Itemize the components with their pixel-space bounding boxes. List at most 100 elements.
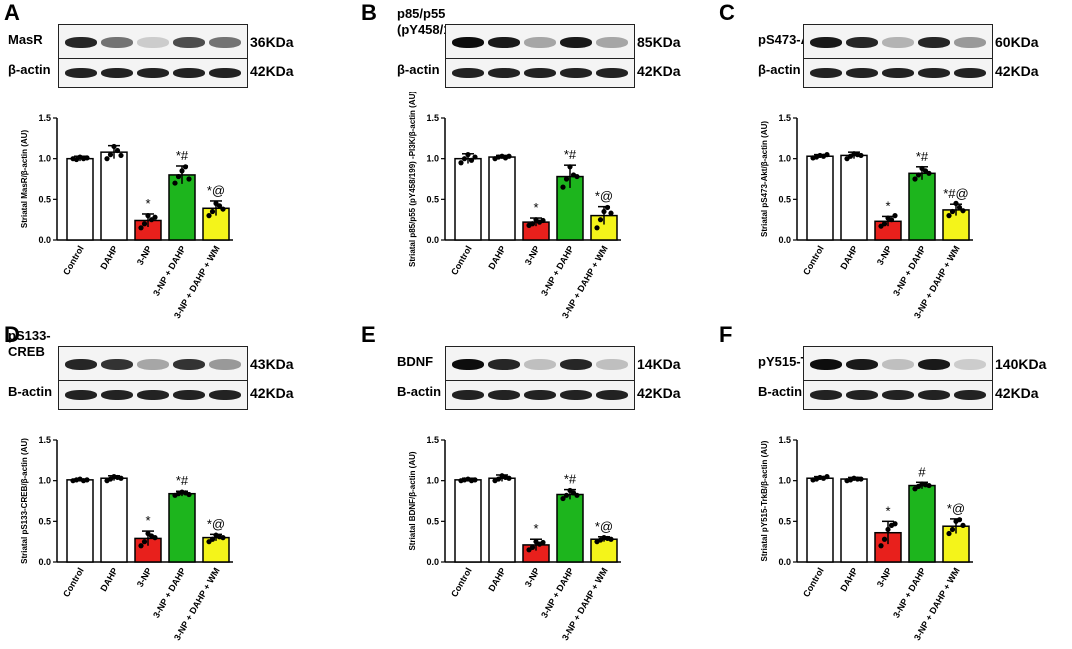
data-point <box>84 477 90 483</box>
target-band <box>65 359 97 370</box>
target-blot <box>58 24 248 62</box>
data-point <box>946 530 952 537</box>
significance-mark: * <box>533 200 538 215</box>
x-tick-label: 3-NP + DAHP <box>891 244 928 298</box>
data-point <box>567 164 573 170</box>
y-tick-label: 1.0 <box>426 476 439 486</box>
target-band <box>560 37 592 48</box>
data-point <box>472 154 478 160</box>
loading-kda: 42KDa <box>995 385 1039 401</box>
bar <box>908 172 936 241</box>
loading-control-label: β-actin <box>397 62 440 77</box>
loading-band <box>918 68 950 78</box>
y-tick-label: 0.5 <box>778 516 791 526</box>
loading-kda: 42KDa <box>250 63 294 79</box>
loading-band <box>560 68 592 78</box>
loading-band <box>810 68 842 78</box>
x-tick-label: DAHP <box>98 244 119 271</box>
target-blot <box>803 24 993 62</box>
x-tick-label: 3-NP + DAHP <box>539 566 576 620</box>
target-band <box>209 359 241 370</box>
data-point <box>960 208 966 214</box>
panel-letter: F <box>719 322 733 347</box>
target-band <box>173 37 205 48</box>
data-point <box>878 543 884 549</box>
data-point <box>179 168 185 174</box>
target-band <box>882 359 914 370</box>
data-point <box>220 206 226 212</box>
y-tick-label: 1.5 <box>426 435 439 445</box>
significance-mark: *@ <box>207 516 225 531</box>
data-point <box>118 152 124 159</box>
x-tick-label: Control <box>449 566 474 599</box>
data-point <box>141 221 148 227</box>
loading-band <box>560 390 592 400</box>
target-kda: 36KDa <box>250 34 294 50</box>
target-protein-label: pS133- CREB <box>8 328 51 360</box>
target-band <box>452 359 484 370</box>
loading-band <box>65 390 97 400</box>
y-axis-label: Striatal pY515-TrkB/β-actin (AU) <box>760 440 769 561</box>
significance-mark: *@ <box>595 519 613 534</box>
y-tick-label: 0.0 <box>778 557 791 567</box>
panel-letter: D <box>4 322 20 347</box>
y-tick-label: 0.5 <box>778 194 791 204</box>
data-point <box>881 536 888 542</box>
loading-band <box>137 68 169 78</box>
loading-band <box>488 390 520 400</box>
target-kda: 14KDa <box>637 356 681 372</box>
target-band <box>954 37 986 48</box>
target-band <box>918 359 950 370</box>
data-point <box>472 477 478 483</box>
y-axis-label: Striatal pS473-Akt/β-actin (AU) <box>760 121 769 237</box>
data-point <box>608 536 614 542</box>
data-point <box>601 208 607 215</box>
target-band <box>524 359 556 370</box>
data-point <box>597 217 604 223</box>
y-tick-label: 1.5 <box>426 113 439 123</box>
data-point <box>172 180 178 186</box>
data-point <box>926 482 932 489</box>
data-point <box>574 492 580 498</box>
y-tick-label: 1.5 <box>38 113 51 123</box>
significance-mark: * <box>885 198 890 213</box>
bar-chart: 0.0 0.5 1.0 1.5 Striatal pS133-CREB/β-actin … <box>0 414 357 649</box>
y-tick-label: 0.0 <box>38 557 51 567</box>
panel-e: E BDNF B-actin 14KDa 42KDa 0.0 0.5 1.0 1.5 Striat… <box>357 322 714 643</box>
significance-mark: *@ <box>595 189 613 204</box>
y-tick-label: 1.5 <box>778 435 791 445</box>
data-point <box>540 217 546 224</box>
target-band <box>596 359 628 370</box>
loading-band <box>882 390 914 400</box>
x-tick-label: 3-NP <box>135 244 154 267</box>
loading-band <box>954 390 986 400</box>
x-tick-label: Control <box>801 566 826 599</box>
x-tick-label: Control <box>801 244 826 277</box>
data-point <box>560 495 566 502</box>
data-point <box>111 143 117 150</box>
y-tick-label: 1.0 <box>38 154 51 164</box>
target-band <box>101 359 133 370</box>
loading-blot <box>58 58 248 88</box>
significance-mark: * <box>533 521 538 536</box>
loading-band <box>846 68 878 78</box>
y-tick-label: 1.0 <box>778 476 791 486</box>
data-point <box>953 200 959 206</box>
data-point <box>118 475 124 481</box>
target-blot <box>58 346 248 384</box>
loading-control-label: B-actin <box>8 384 53 399</box>
bar-chart: 0.0 0.5 1.0 1.5 Striatal pS473-Akt/β-actin (… <box>715 92 1072 327</box>
significance-mark: *# <box>176 148 189 163</box>
data-point <box>182 164 189 170</box>
bar-chart: 0.0 0.5 1.0 1.5 Striatal pY515-TrkB/β-actin … <box>715 414 1072 649</box>
loading-blot <box>445 58 635 88</box>
y-axis-label: Striatal BDNF/β-actin (AU) <box>408 451 417 550</box>
target-protein-label-line: pS133- <box>8 328 51 343</box>
y-axis-label: Striatal MasR/β-actin (AU) <box>20 130 29 229</box>
data-point <box>506 153 512 159</box>
y-tick-label: 0.5 <box>426 516 439 526</box>
target-band <box>452 37 484 48</box>
data-point <box>885 526 891 533</box>
x-tick-label: 3-NP + DAHP <box>151 566 188 620</box>
